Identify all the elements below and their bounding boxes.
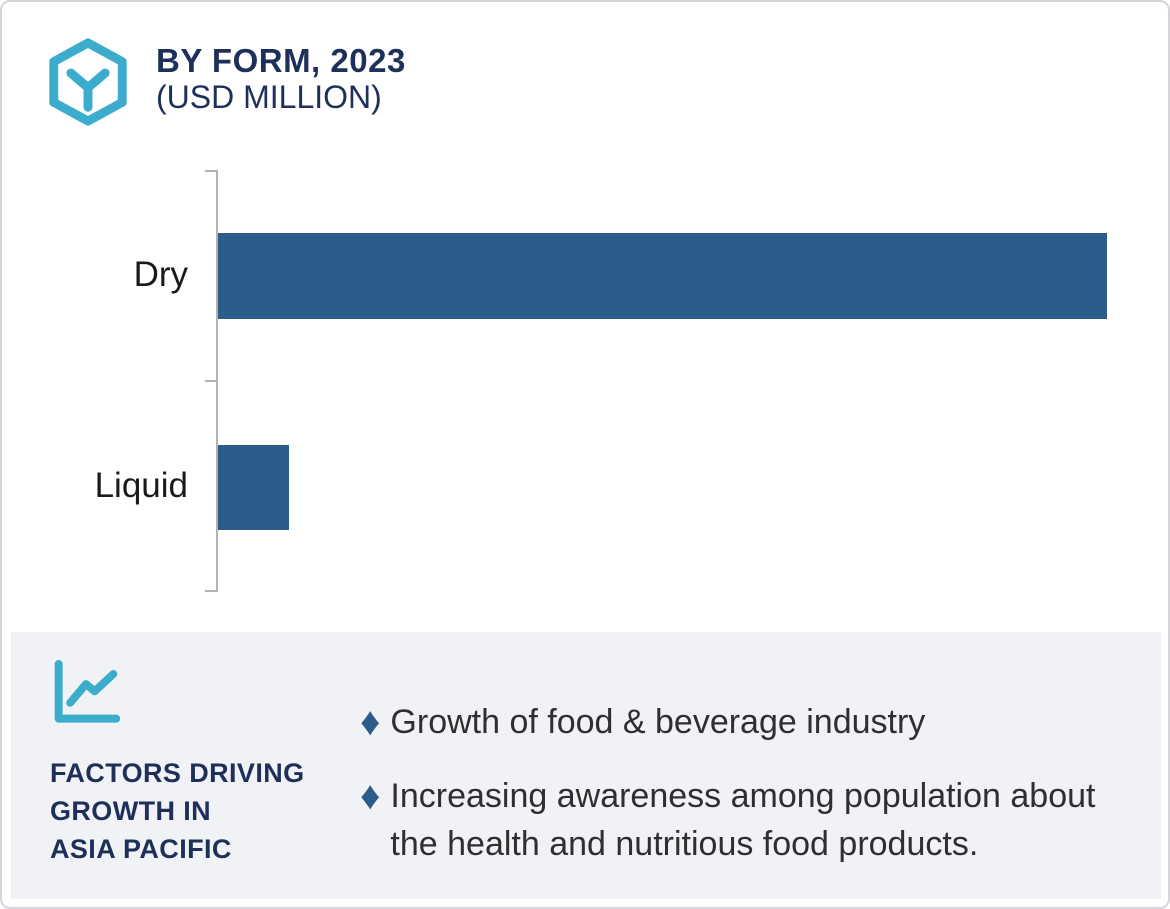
caption-line: GROWTH IN bbox=[50, 796, 212, 826]
trend-line-chart-icon bbox=[54, 659, 121, 723]
axis-tick-bottom bbox=[205, 590, 217, 592]
diamond-icon: ♦ bbox=[360, 700, 381, 744]
chart-subtitle: (USD MILLION) bbox=[156, 79, 382, 115]
factors-panel: FACTORS DRIVING GROWTH IN ASIA PACIFIC ♦… bbox=[11, 632, 1161, 899]
plot-area bbox=[218, 170, 1134, 592]
category-label-liquid: Liquid bbox=[94, 465, 188, 505]
bullet-list: ♦ Growth of food & beverage industry ♦ I… bbox=[360, 698, 1120, 894]
bar-liquid bbox=[218, 445, 290, 530]
bullet-text: Growth of food & beverage industry bbox=[390, 703, 926, 741]
category-axis-line bbox=[216, 170, 218, 592]
bullet-text: Increasing awareness among population ab… bbox=[390, 777, 1096, 863]
bullet-item: ♦ Growth of food & beverage industry bbox=[360, 698, 1120, 746]
bar-chart: Dry Liquid bbox=[2, 2, 1168, 632]
chart-title: BY FORM, 2023 bbox=[156, 42, 406, 79]
bullet-item: ♦ Increasing awareness among population … bbox=[360, 772, 1120, 868]
category-label-dry: Dry bbox=[133, 255, 188, 294]
bar-dry bbox=[218, 233, 1108, 319]
caption-line: FACTORS DRIVING bbox=[50, 758, 305, 788]
caption-line: ASIA PACIFIC bbox=[50, 834, 232, 864]
chart-header: BY FORM, 2023 (USD MILLION) bbox=[156, 42, 406, 116]
diamond-icon: ♦ bbox=[360, 774, 381, 818]
axis-tick-top bbox=[205, 170, 217, 172]
axis-tick-middle bbox=[205, 380, 217, 382]
panel-caption: FACTORS DRIVING GROWTH IN ASIA PACIFIC bbox=[50, 754, 305, 868]
hexagon-cube-icon bbox=[49, 38, 127, 126]
